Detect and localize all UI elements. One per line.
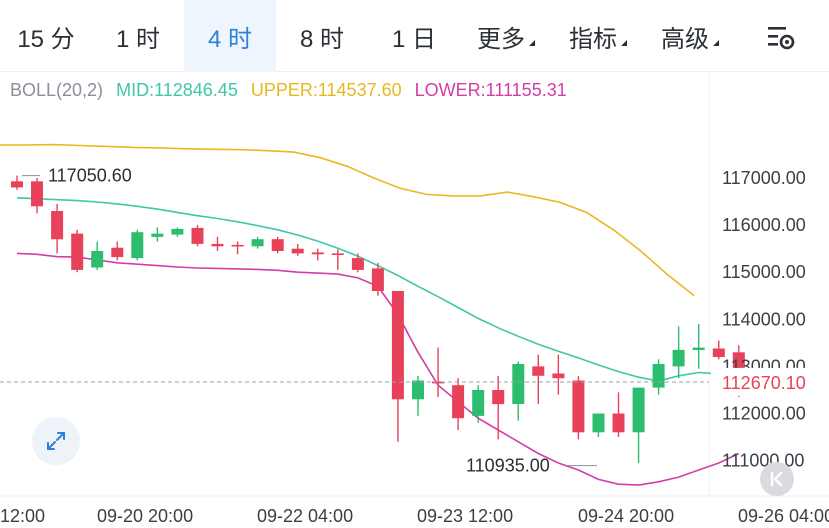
tab-6[interactable]: 更多 — [460, 0, 552, 72]
tab-3[interactable]: 4 时 — [184, 0, 276, 72]
tab-4[interactable]: 8 时 — [276, 0, 368, 72]
x-tick-label: 09-23 12:00 — [417, 506, 513, 526]
high-price-label: 117050.60 — [48, 166, 132, 186]
candle-body — [712, 348, 725, 357]
boll-indicator-legend: BOLL(20,2) MID:112846.45 UPPER:114537.60… — [10, 80, 575, 101]
candle-body — [592, 413, 605, 433]
candle-body — [11, 181, 23, 188]
boll-upper-value: UPPER:114537.60 — [250, 80, 402, 100]
tab-label: 4 时 — [207, 25, 252, 53]
x-tick-label: 09-22 04:00 — [257, 506, 353, 526]
low-price-label: 110935.00 — [466, 456, 550, 476]
chart-settings-button[interactable] — [758, 18, 802, 54]
tab-1[interactable]: 15 分 — [0, 0, 92, 72]
tab-label: 指标 — [569, 25, 617, 53]
candle-body — [311, 252, 324, 255]
scroll-to-latest-button[interactable] — [760, 462, 794, 496]
tab-label: 高级 — [661, 25, 709, 53]
boll-lower-value: LOWER:111155.31 — [414, 80, 567, 100]
expand-icon — [47, 432, 65, 450]
dropdown-triangle-icon — [713, 40, 719, 46]
y-tick-label: 116000.00 — [722, 215, 806, 235]
y-tick-label: 117000.00 — [722, 168, 806, 188]
boll-mid-value: MID:112846.45 — [116, 80, 238, 100]
y-tick-label: 114000.00 — [722, 309, 806, 329]
candle-body — [91, 251, 104, 268]
timeframe-tabs: 15 分 1 时 4 时 8 时 1 日 更多 指标 高级 — [0, 0, 829, 72]
tab-2[interactable]: 1 时 — [92, 0, 184, 72]
candle-body — [231, 244, 244, 247]
candle-body — [351, 258, 364, 270]
tab-7[interactable]: 指标 — [552, 0, 644, 72]
jump-latest-icon — [770, 471, 783, 487]
boll-upper-line — [0, 143, 695, 297]
candle-body — [31, 181, 43, 207]
x-tick-label: 09-26 04:00 — [738, 506, 829, 526]
boll-name: BOLL(20,2) — [10, 80, 104, 100]
candle-body — [211, 243, 224, 247]
candle-body — [412, 380, 424, 400]
candle-body — [552, 373, 565, 379]
candle-body — [692, 347, 705, 350]
x-tick-label: 09-20 20:00 — [97, 506, 193, 526]
tab-label: 1 日 — [391, 25, 436, 53]
tab-8[interactable]: 高级 — [644, 0, 736, 72]
candle-body — [452, 385, 465, 419]
y-tick-label: 115000.00 — [722, 262, 806, 282]
last-price-tag-bg — [711, 367, 829, 396]
candle-body — [472, 390, 485, 416]
candle-body — [331, 253, 344, 255]
candle-body — [612, 413, 625, 433]
candle-body — [512, 364, 525, 404]
candle-body — [171, 228, 184, 235]
chart-settings-icon — [768, 27, 795, 50]
candle-body — [111, 247, 124, 258]
tab-label: 15 分 — [17, 25, 75, 53]
dropdown-triangle-icon — [529, 40, 535, 46]
candle-body — [291, 248, 304, 254]
candle-body — [632, 387, 645, 433]
expand-chart-button[interactable] — [32, 417, 80, 465]
candle-body — [371, 268, 384, 291]
tab-5[interactable]: 1 日 — [368, 0, 460, 72]
candle-body — [432, 381, 445, 384]
candle-body — [251, 239, 264, 247]
candle-body — [131, 232, 144, 259]
x-tick-label: 09-24 20:00 — [578, 506, 674, 526]
tab-label: 8 时 — [299, 25, 344, 53]
candle-body — [672, 349, 685, 367]
candle-body — [492, 390, 505, 405]
candle-body — [572, 380, 585, 433]
candle-body — [532, 366, 545, 376]
candle-body — [191, 227, 204, 244]
tab-label: 更多 — [477, 25, 525, 53]
candle-body — [151, 233, 164, 237]
candle-body — [652, 364, 665, 388]
candle-body — [51, 211, 64, 240]
candle-body — [391, 291, 404, 400]
dropdown-triangle-icon — [621, 40, 627, 46]
x-tick-label: 12:00 — [0, 506, 45, 526]
candle-body — [271, 239, 284, 251]
last-price-label: 112670.10 — [722, 373, 806, 393]
candle-body — [71, 233, 84, 270]
y-tick-label: 112000.00 — [722, 404, 806, 424]
tab-label: 1 时 — [115, 25, 160, 53]
